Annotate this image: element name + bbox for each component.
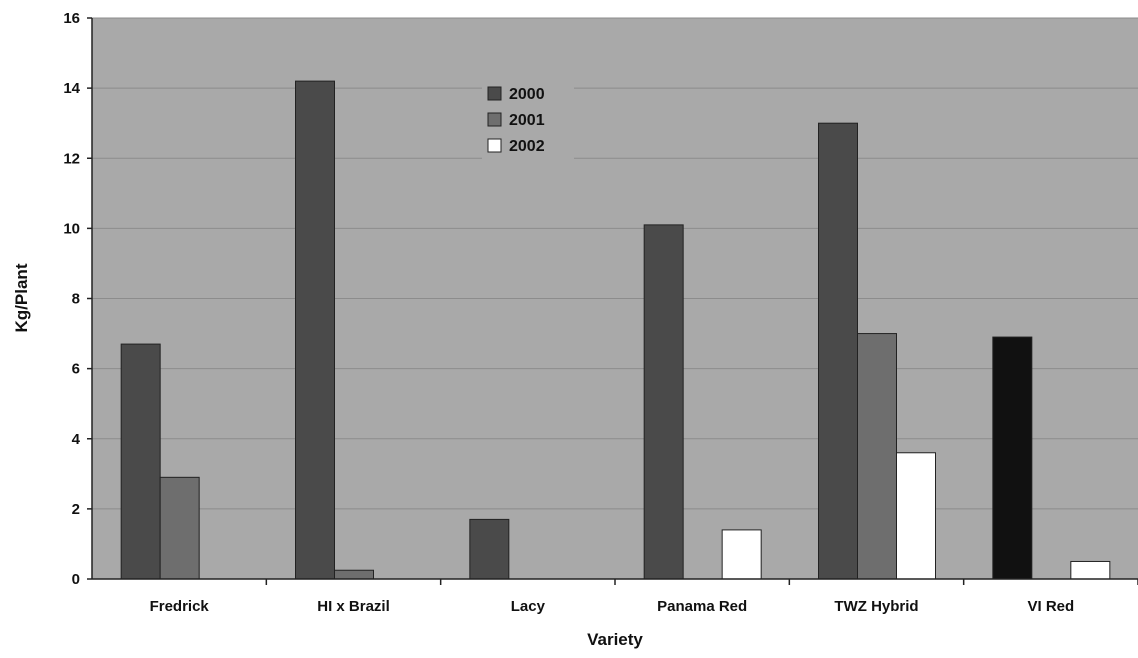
gridlines xyxy=(92,17,1138,510)
y-axis-title: Kg/Plant xyxy=(12,263,31,332)
y-tick-label: 8 xyxy=(72,291,80,308)
bar-2000-fredrick xyxy=(120,343,161,580)
legend-label-2001: 2001 xyxy=(509,112,545,129)
y-tick-labels: 0 2 4 6 8 10 12 14 16 xyxy=(63,10,92,588)
y-tick-label: 6 xyxy=(72,361,80,378)
bar-2002-panama-red xyxy=(721,529,762,580)
bar-2002-twz-hybrid xyxy=(896,452,936,580)
legend-swatch-2002 xyxy=(487,138,502,153)
y-tick-label: 12 xyxy=(63,150,80,167)
legend-label-2002: 2002 xyxy=(509,138,545,155)
bar-2000-twz-hybrid xyxy=(818,122,858,580)
bar-2001-fredrick xyxy=(159,476,200,580)
bar-2002-vi-red xyxy=(1070,560,1111,580)
y-tick-label: 14 xyxy=(63,80,80,97)
bars xyxy=(120,80,1111,580)
legend-swatch-2000 xyxy=(487,86,502,101)
bar-2000-lacy xyxy=(469,518,510,580)
bar-2000-vi-red xyxy=(992,336,1033,580)
x-tick-label: TWZ Hybrid xyxy=(834,598,918,615)
bar-2001-hi-x-brazil xyxy=(334,569,374,580)
y-tick-label: 2 xyxy=(72,501,80,518)
legend: 2000 2001 2002 xyxy=(482,78,574,160)
y-tick-label: 16 xyxy=(63,10,80,27)
x-axis-title: Variety xyxy=(587,630,643,649)
x-tick-label: Fredrick xyxy=(150,598,210,615)
legend-swatch-2001 xyxy=(487,112,502,127)
x-tick-label: Panama Red xyxy=(657,598,747,615)
y-tick-label: 0 xyxy=(72,571,80,588)
x-tick-label: HI x Brazil xyxy=(317,598,390,615)
x-tick-labels: Fredrick HI x Brazil Lacy Panama Red TWZ Hyb… xyxy=(150,579,1138,615)
bar-2000-panama-red xyxy=(643,224,684,580)
x-tick-label: VI Red xyxy=(1027,598,1074,615)
bar-2000-hi-x-brazil xyxy=(295,80,335,580)
x-tick-label: Lacy xyxy=(511,598,546,615)
bar-2001-twz-hybrid xyxy=(857,333,897,580)
legend-label-2000: 2000 xyxy=(509,86,545,103)
y-tick-label: 4 xyxy=(72,431,81,448)
y-tick-label: 10 xyxy=(63,220,80,237)
